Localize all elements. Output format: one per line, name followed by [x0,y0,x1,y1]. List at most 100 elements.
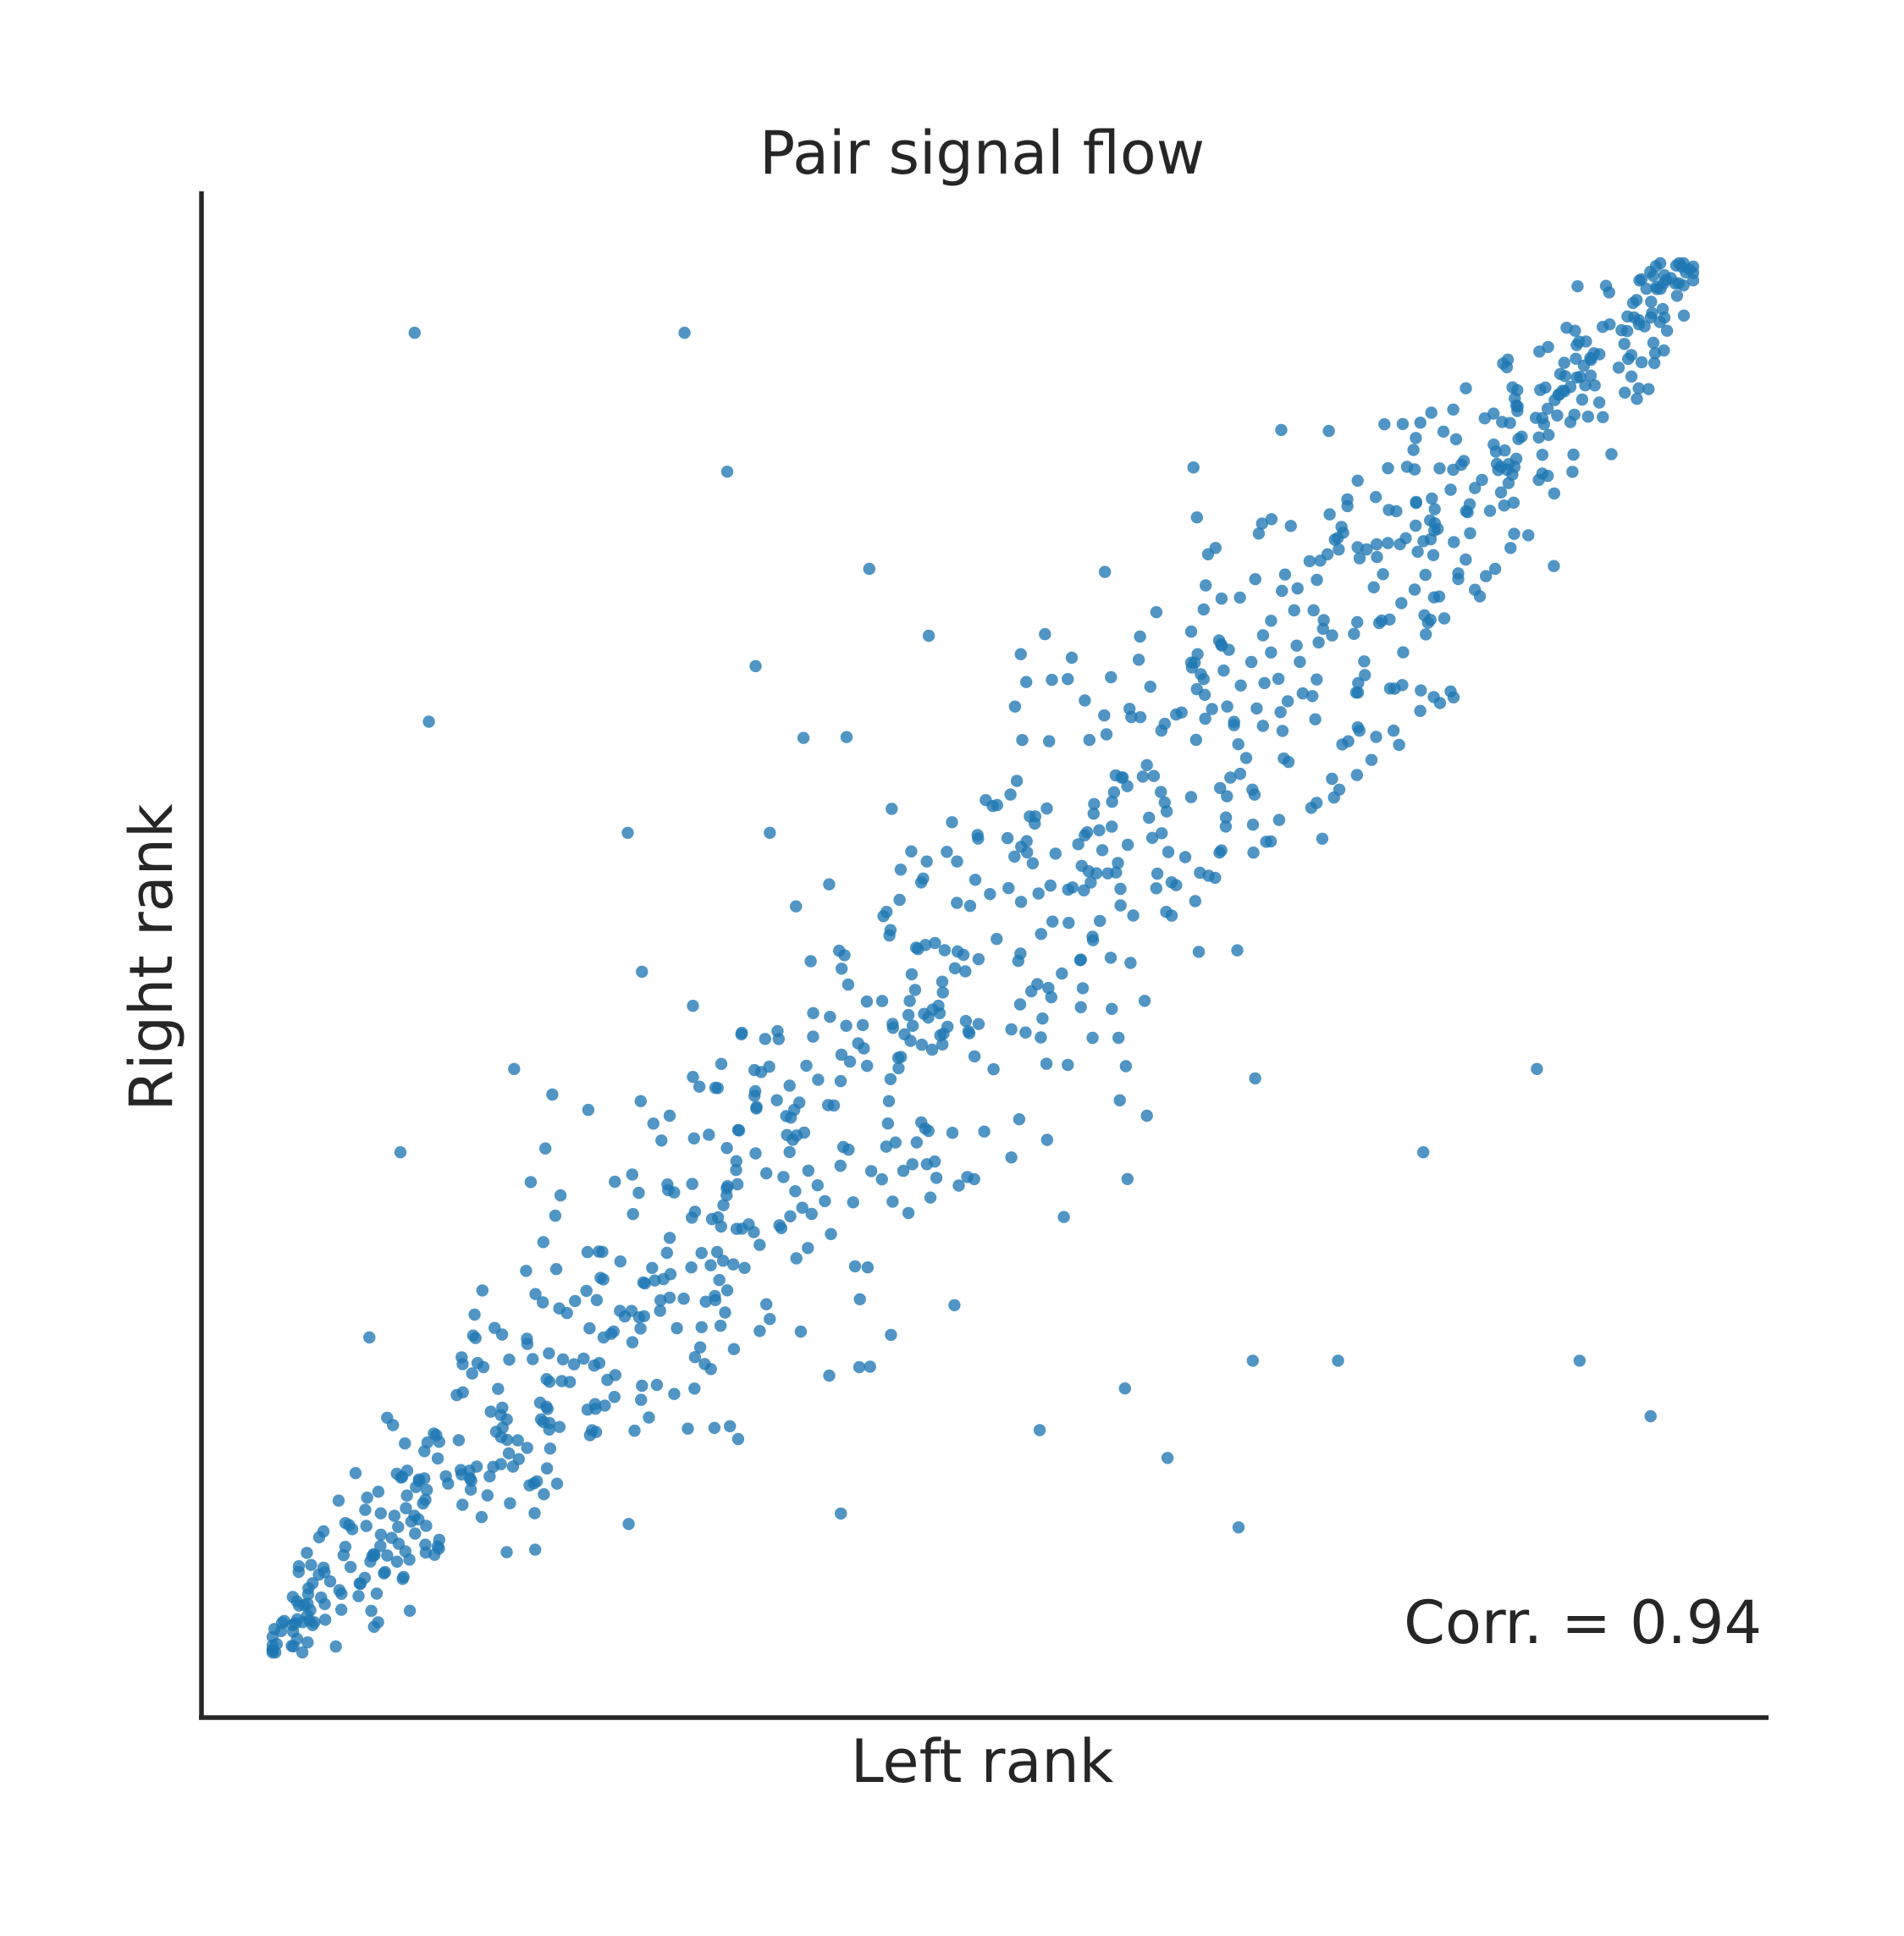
scatter-point [1644,1409,1657,1423]
scatter-point [1090,867,1103,880]
scatter-point [1040,802,1053,815]
scatter-point [292,1560,306,1573]
scatter-point [848,1260,862,1273]
scatter-point [1252,527,1266,540]
scatter-point [301,1547,313,1559]
scatter-point [456,1386,469,1399]
scatter-point [1191,648,1204,660]
scatter-point [361,1492,373,1504]
scatter-point [884,1073,897,1086]
scatter-point [368,1549,381,1562]
scatter-point [736,1222,748,1235]
scatter-point [549,1263,563,1276]
scatter-point [1276,584,1289,598]
scatter-point [952,945,964,958]
scatter-point [306,1577,319,1590]
scatter-point [835,1048,848,1062]
scatter-point [760,1298,773,1310]
scatter-point [1576,393,1589,406]
scatter-point [1632,382,1645,394]
scatter-point [496,1401,509,1415]
scatter-point [794,1325,808,1338]
scatter-point [468,1308,481,1321]
scatter-point [895,1051,908,1063]
scatter-point [1642,383,1655,395]
scatter-point [1333,543,1345,556]
scatter-point [1008,850,1021,863]
scatter-point [1095,844,1109,857]
scatter-point [1342,735,1355,747]
scatter-point [842,978,855,991]
scatter-point [419,1538,432,1551]
scatter-point [771,1024,784,1038]
scatter-point [1249,1072,1261,1085]
scatter-point [1536,411,1549,425]
scatter-point [581,1245,594,1259]
scatter-point [1359,669,1371,681]
scatter-point [597,1273,610,1286]
scatter-point [796,1201,809,1214]
scatter-point [1184,791,1198,803]
scatter-point [531,1475,544,1488]
scatter-point [789,1185,802,1198]
scatter-point [1352,676,1365,690]
scatter-point [984,888,996,901]
scatter-point [663,1109,676,1122]
scatter-point [494,1458,507,1470]
scatter-point [604,1327,617,1340]
scatter-point [775,1222,788,1235]
scatter-point [1136,770,1150,783]
scatter-point [1112,857,1124,869]
scatter-point [1086,930,1099,943]
scatter-point [1647,356,1661,370]
scatter-point [790,1252,803,1265]
scatter-point [1272,814,1286,826]
scatter-point [1119,1060,1133,1073]
scatter-point [1244,655,1258,669]
scatter-point [688,1351,702,1364]
scatter-point [1088,797,1101,810]
scatter-point [1469,482,1482,494]
scatter-point [824,1011,836,1023]
scatter-point [910,1136,924,1149]
scatter-point [465,1474,477,1487]
scatter-point [715,1220,727,1233]
scatter-point [1013,998,1027,1011]
scatter-point [1321,548,1334,560]
scatter-point [861,1261,875,1274]
scatter-point [720,1142,733,1155]
scatter-point [1056,967,1068,980]
scatter-point [1276,725,1289,737]
scatter-point [1232,1521,1245,1534]
scatter-point [1031,978,1044,990]
scatter-point [843,1055,857,1068]
scatter-point [797,731,810,744]
scatter-point [349,1467,362,1480]
scatter-point [1587,347,1601,360]
scatter-point [1625,370,1638,383]
scatter-point [270,1638,284,1651]
scatter-point [1100,728,1113,741]
scatter-point [1078,884,1090,897]
scatter-point [1256,517,1268,530]
scatter-point [476,1284,488,1297]
scatter-point [863,562,875,576]
scatter-point [1198,688,1211,701]
scatter-point [634,1322,647,1335]
scatter-point [1214,781,1227,795]
scatter-point [804,955,817,968]
scatter-point [1508,527,1520,540]
scatter-point [925,1043,939,1056]
scatter-point [840,731,853,743]
scatter-point [1393,738,1405,752]
scatter-point [1178,851,1192,863]
scatter-point [421,1436,434,1449]
scatter-point [663,1232,676,1244]
scatter-point [1065,651,1079,665]
scatter-point [580,1284,593,1298]
scatter-point [626,1336,639,1349]
scatter-point [1140,1109,1153,1122]
scatter-point [963,899,977,913]
scatter-point [959,1014,973,1028]
scatter-point [1365,753,1378,766]
